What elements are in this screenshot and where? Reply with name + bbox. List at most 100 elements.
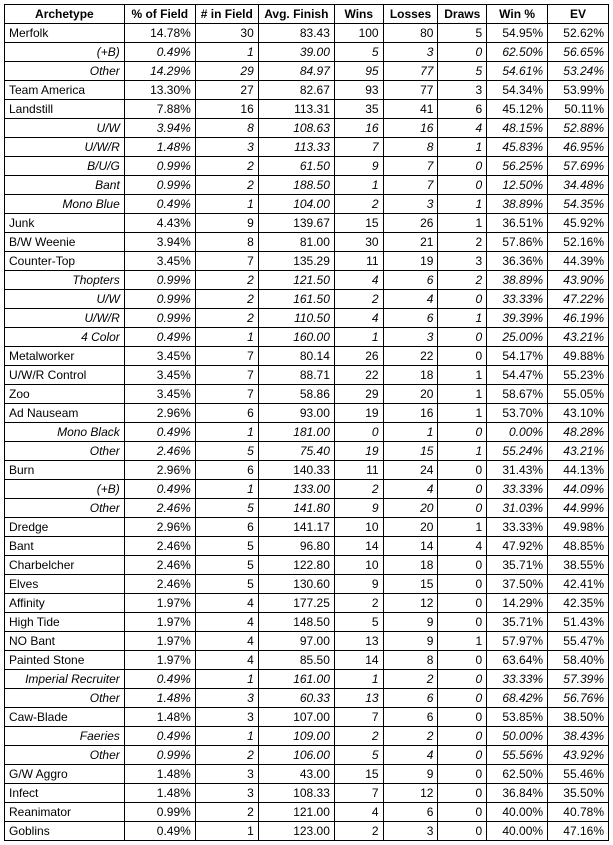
cell-value: 50.11% bbox=[548, 100, 609, 119]
table-row: Thopters0.99%2121.5046238.89%43.90% bbox=[5, 271, 609, 290]
cell-value: 11 bbox=[334, 461, 383, 480]
cell-value: 1.48% bbox=[124, 784, 195, 803]
cell-archetype: Caw-Blade bbox=[5, 708, 125, 727]
cell-value: 7 bbox=[195, 252, 258, 271]
cell-value: 5 bbox=[334, 613, 383, 632]
cell-value: 63.64% bbox=[487, 651, 548, 670]
cell-value: 55.05% bbox=[548, 385, 609, 404]
cell-value: 0 bbox=[438, 176, 487, 195]
cell-value: 1 bbox=[195, 727, 258, 746]
table-row: Reanimator0.99%2121.0046040.00%40.78% bbox=[5, 803, 609, 822]
cell-value: 0 bbox=[438, 689, 487, 708]
cell-value: 0 bbox=[438, 575, 487, 594]
cell-value: 0.49% bbox=[124, 480, 195, 499]
cell-value: 0 bbox=[438, 651, 487, 670]
cell-archetype: Mono Black bbox=[5, 423, 125, 442]
cell-value: 148.50 bbox=[258, 613, 334, 632]
cell-value: 2 bbox=[438, 233, 487, 252]
cell-archetype: (+B) bbox=[5, 480, 125, 499]
cell-archetype: Other bbox=[5, 689, 125, 708]
cell-value: 49.98% bbox=[548, 518, 609, 537]
cell-archetype: Elves bbox=[5, 575, 125, 594]
cell-value: 5 bbox=[195, 537, 258, 556]
cell-value: 13 bbox=[334, 689, 383, 708]
cell-value: 107.00 bbox=[258, 708, 334, 727]
table-row: 4 Color0.49%1160.0013025.00%43.21% bbox=[5, 328, 609, 347]
cell-value: 6 bbox=[383, 708, 438, 727]
cell-value: 4 bbox=[195, 632, 258, 651]
cell-value: 29 bbox=[334, 385, 383, 404]
cell-value: 77 bbox=[383, 81, 438, 100]
cell-value: 133.00 bbox=[258, 480, 334, 499]
cell-value: 57.39% bbox=[548, 670, 609, 689]
cell-value: 4 bbox=[438, 119, 487, 138]
cell-value: 177.25 bbox=[258, 594, 334, 613]
cell-value: 1 bbox=[438, 632, 487, 651]
cell-value: 0.00% bbox=[487, 423, 548, 442]
cell-value: 48.28% bbox=[548, 423, 609, 442]
table-row: Merfolk14.78%3083.4310080554.95%52.62% bbox=[5, 24, 609, 43]
cell-value: 9 bbox=[195, 214, 258, 233]
cell-value: 93.00 bbox=[258, 404, 334, 423]
cell-value: 60.33 bbox=[258, 689, 334, 708]
cell-value: 54.34% bbox=[487, 81, 548, 100]
cell-value: 121.50 bbox=[258, 271, 334, 290]
cell-value: 55.46% bbox=[548, 765, 609, 784]
cell-value: 44.09% bbox=[548, 480, 609, 499]
cell-value: 44.99% bbox=[548, 499, 609, 518]
cell-value: 113.33 bbox=[258, 138, 334, 157]
cell-value: 15 bbox=[334, 214, 383, 233]
cell-value: 1 bbox=[195, 328, 258, 347]
cell-archetype: Mono Blue bbox=[5, 195, 125, 214]
cell-value: 6 bbox=[383, 271, 438, 290]
cell-value: 1.48% bbox=[124, 689, 195, 708]
cell-value: 12.50% bbox=[487, 176, 548, 195]
header-ev: EV bbox=[548, 5, 609, 24]
cell-value: 24 bbox=[383, 461, 438, 480]
table-row: Painted Stone1.97%485.50148063.64%58.40% bbox=[5, 651, 609, 670]
cell-value: 22 bbox=[383, 347, 438, 366]
header-winpct: Win % bbox=[487, 5, 548, 24]
cell-value: 5 bbox=[334, 43, 383, 62]
cell-value: 100 bbox=[334, 24, 383, 43]
cell-value: 26 bbox=[383, 214, 438, 233]
cell-archetype: Infect bbox=[5, 784, 125, 803]
cell-value: 14 bbox=[383, 537, 438, 556]
cell-archetype: Painted Stone bbox=[5, 651, 125, 670]
cell-value: 55.24% bbox=[487, 442, 548, 461]
header-pct-field: % of Field bbox=[124, 5, 195, 24]
table-row: Faeries0.49%1109.0022050.00%38.43% bbox=[5, 727, 609, 746]
cell-value: 1.48% bbox=[124, 765, 195, 784]
cell-value: 2 bbox=[334, 480, 383, 499]
table-row: Landstill7.88%16113.313541645.12%50.11% bbox=[5, 100, 609, 119]
cell-value: 188.50 bbox=[258, 176, 334, 195]
cell-value: 0 bbox=[438, 461, 487, 480]
cell-value: 0.99% bbox=[124, 157, 195, 176]
cell-value: 104.00 bbox=[258, 195, 334, 214]
cell-value: 33.33% bbox=[487, 480, 548, 499]
header-wins: Wins bbox=[334, 5, 383, 24]
table-row: Bant2.46%596.801414447.92%48.85% bbox=[5, 537, 609, 556]
cell-value: 80.14 bbox=[258, 347, 334, 366]
table-row: Mono Black0.49%1181.000100.00%48.28% bbox=[5, 423, 609, 442]
cell-value: 11 bbox=[334, 252, 383, 271]
cell-value: 139.67 bbox=[258, 214, 334, 233]
cell-value: 43.10% bbox=[548, 404, 609, 423]
cell-value: 1 bbox=[195, 195, 258, 214]
cell-archetype: U/W/R Control bbox=[5, 366, 125, 385]
cell-value: 1 bbox=[195, 670, 258, 689]
cell-value: 8 bbox=[383, 651, 438, 670]
cell-value: 3 bbox=[195, 138, 258, 157]
cell-value: 1 bbox=[438, 195, 487, 214]
cell-value: 52.88% bbox=[548, 119, 609, 138]
cell-value: 1.97% bbox=[124, 594, 195, 613]
cell-value: 20 bbox=[383, 518, 438, 537]
cell-value: 0.99% bbox=[124, 176, 195, 195]
cell-value: 3 bbox=[438, 81, 487, 100]
header-row: Archetype % of Field # in Field Avg. Fin… bbox=[5, 5, 609, 24]
table-row: Other1.48%360.33136068.42%56.76% bbox=[5, 689, 609, 708]
cell-value: 141.80 bbox=[258, 499, 334, 518]
cell-value: 122.80 bbox=[258, 556, 334, 575]
cell-value: 0.49% bbox=[124, 670, 195, 689]
cell-value: 33.33% bbox=[487, 290, 548, 309]
